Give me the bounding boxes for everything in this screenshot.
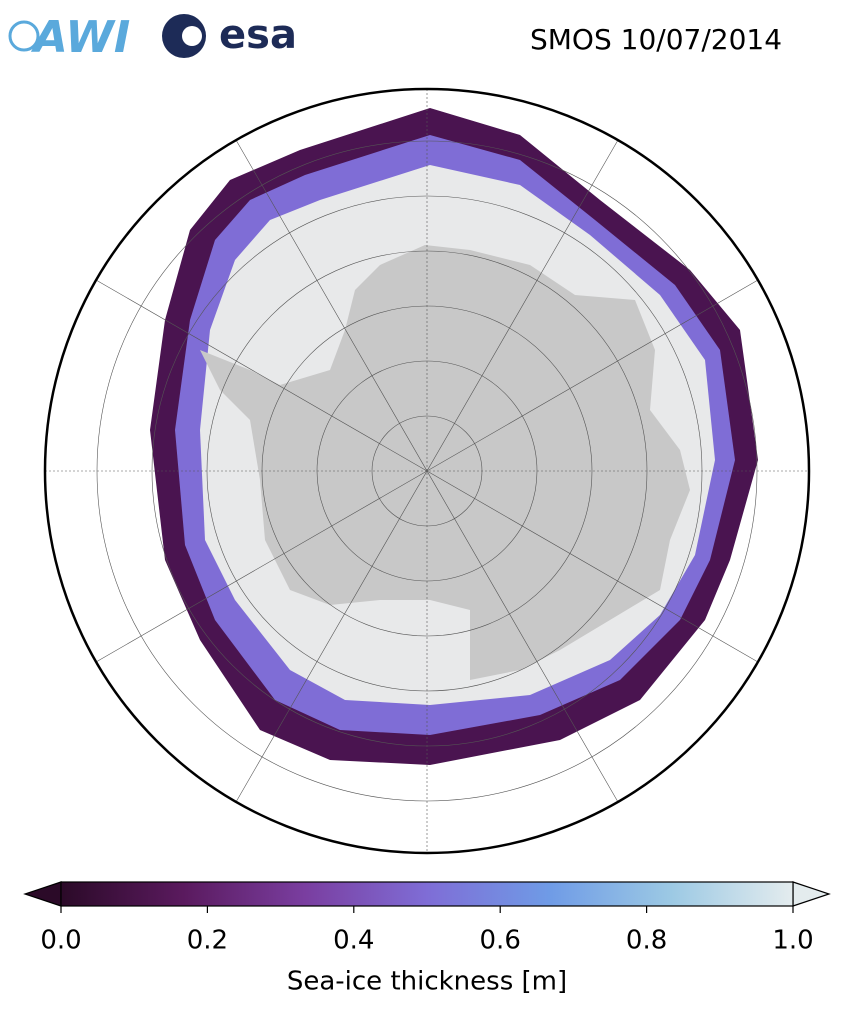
colorbar-tick-label: 0.0 [40,926,81,956]
colorbar-extend-high [792,881,831,907]
colorbar-tick-label: 0.8 [626,926,667,956]
colorbar-tick-label: 0.4 [333,926,374,956]
colorbar-label: Sea-ice thickness [m] [287,967,567,997]
colorbar-extend-low [23,881,62,907]
antarctica [200,245,690,680]
logo-awi-text: AWI [31,12,131,63]
colorbar-tick-label: 1.0 [772,926,813,956]
logo-esa: esa [162,12,297,58]
logo-esa-text: esa [219,12,297,58]
map-frame [43,87,811,855]
colorbar-bar [60,881,794,907]
title: SMOS 10/07/2014 [530,23,782,56]
colorbar [23,881,831,913]
colorbar-tick-label: 0.2 [187,926,228,956]
graticule [45,89,809,853]
colorbar-tick-label: 0.6 [480,926,521,956]
logo-awi: AWI [8,12,131,63]
map [45,89,809,853]
